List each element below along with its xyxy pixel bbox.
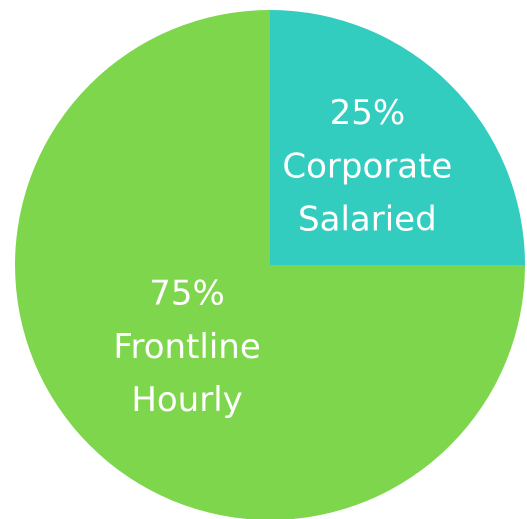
- slice-value-label: 75%: [149, 273, 225, 313]
- pie-slice: [270, 10, 525, 265]
- pie-slice: [15, 10, 525, 519]
- slice-category-label: Corporate Salaried: [282, 146, 452, 239]
- slice-category-label: Frontline Hourly: [113, 326, 260, 419]
- slice-value-label: 25%: [330, 93, 406, 133]
